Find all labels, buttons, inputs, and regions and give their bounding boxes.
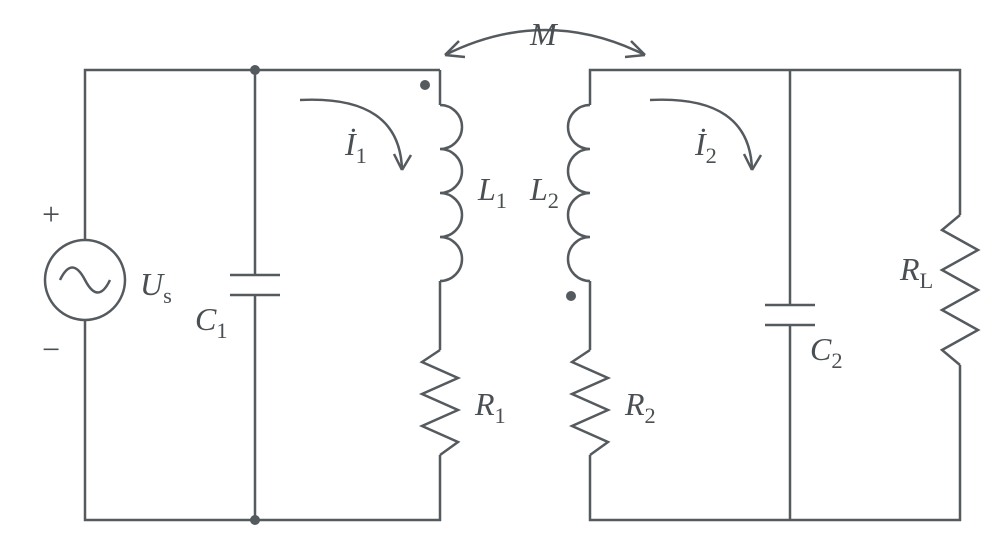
- l2-label: L2: [529, 171, 559, 213]
- m-label: M: [529, 16, 559, 52]
- inductor-l2: [568, 105, 590, 281]
- ac-source: [45, 240, 125, 320]
- capacitor-c1: [230, 275, 280, 295]
- node-c1-top: [250, 65, 260, 75]
- wire-primary-top: [85, 70, 440, 240]
- r1-label: R1: [474, 386, 506, 428]
- c2-label: C2: [810, 331, 843, 373]
- l1-label: L1: [477, 171, 507, 213]
- wire-r2-bottom: [590, 365, 960, 520]
- dot-l1: [420, 80, 430, 90]
- source-label: Us: [140, 266, 172, 308]
- wire-r1-bottom: [255, 455, 440, 520]
- wire-secondary-top: [590, 70, 960, 215]
- i1-label: İ1: [344, 126, 367, 168]
- resistor-r2: [572, 350, 608, 455]
- polarity-plus: +: [40, 196, 62, 232]
- polarity-minus: −: [40, 331, 62, 367]
- resistor-rl: [942, 215, 978, 365]
- c1-label: C1: [195, 301, 228, 343]
- wire-primary-bottom: [85, 320, 255, 520]
- dot-l2: [566, 291, 576, 301]
- i2-label: İ2: [694, 126, 717, 168]
- inductor-l1: [440, 105, 462, 281]
- rl-label: RL: [899, 251, 933, 293]
- circuit-diagram: + − Us C1 L1 R1: [0, 0, 1000, 555]
- resistor-r1: [422, 350, 458, 455]
- capacitor-c2: [765, 305, 815, 325]
- r2-label: R2: [624, 386, 656, 428]
